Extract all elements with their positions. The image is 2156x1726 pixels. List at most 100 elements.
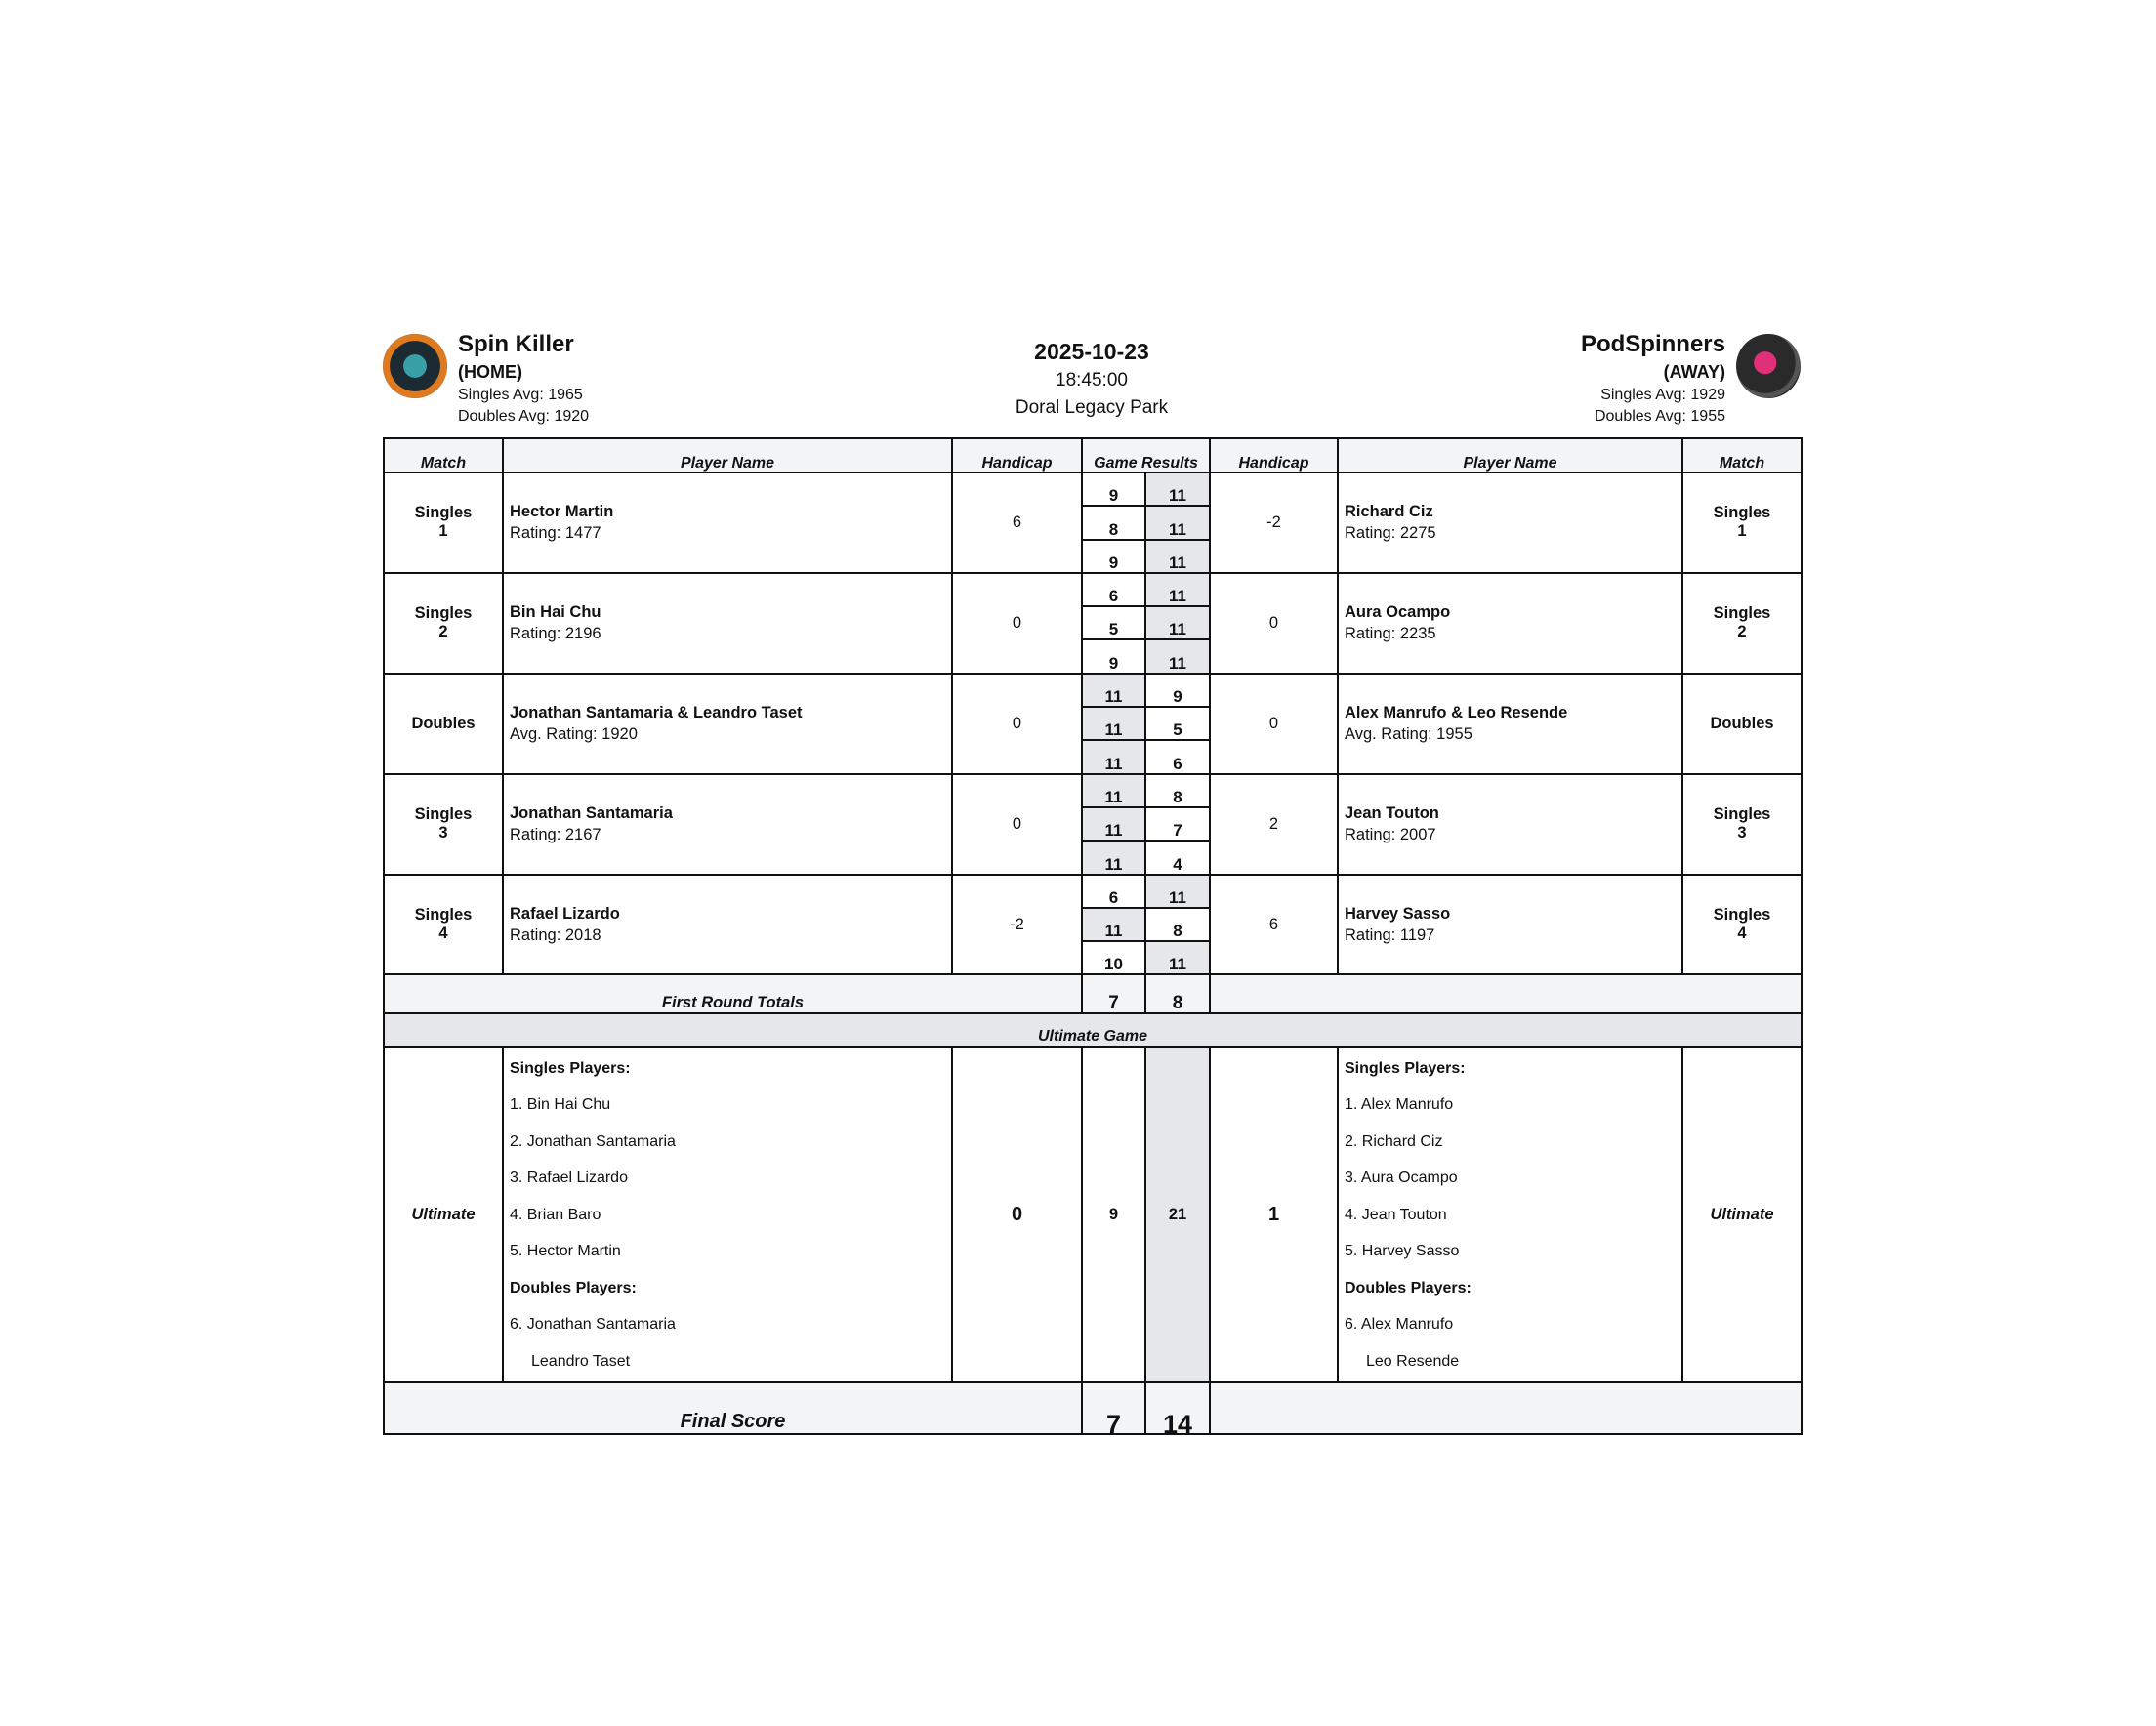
home-player: Hector Martin Rating: 1477 — [502, 472, 953, 574]
home-player-rating: Rating: 2196 — [510, 625, 601, 643]
away-player-name: Richard Ciz — [1345, 503, 1433, 521]
ultimate-title: Ultimate Game — [383, 1012, 1803, 1048]
away-ultimate-players: Singles Players: 1. Alex Manrufo 2. Richar… — [1337, 1046, 1683, 1384]
away-ultimate-score: 21 — [1144, 1046, 1211, 1384]
home-game-score: 11 — [1081, 706, 1146, 742]
home-player-rating: Rating: 2167 — [510, 826, 601, 844]
home-match-label: Singles 2 — [383, 571, 504, 675]
home-ultimate-singles-player: 4. Brian Baro — [510, 1206, 601, 1223]
away-ultimate-singles-player: 5. Harvey Sasso — [1345, 1243, 1460, 1260]
away-ultimate-label: Ultimate — [1681, 1046, 1803, 1384]
away-game-score: 11 — [1144, 538, 1211, 574]
home-ultimate-singles-player: 5. Hector Martin — [510, 1243, 621, 1260]
away-game-score: 4 — [1144, 840, 1211, 876]
home-doubles-avg: Doubles Avg: 1920 — [458, 408, 590, 425]
home-ultimate-score: 9 — [1081, 1046, 1146, 1384]
home-player-rating: Rating: 2018 — [510, 926, 601, 944]
match-row: 9 11 — [384, 538, 1802, 574]
home-game-score: 11 — [1081, 840, 1146, 876]
away-game-score: 9 — [1144, 672, 1211, 709]
away-ultimate-handicap: 1 — [1209, 1046, 1339, 1384]
table-header-row: Match Player Name Handicap Game Results … — [383, 437, 1803, 473]
away-game-score: 7 — [1144, 805, 1211, 842]
home-singles-avg: Singles Avg: 1965 — [458, 387, 583, 403]
home-player-name: Jonathan Santamaria & Leandro Taset — [510, 704, 803, 722]
away-handicap: 2 — [1209, 772, 1339, 876]
final-score-label: Final Score — [383, 1381, 1083, 1436]
away-player-rating: Rating: 1197 — [1345, 926, 1435, 944]
away-player-rating: Avg. Rating: 1955 — [1345, 725, 1472, 744]
ultimate-row: Ultimate Singles Players: 1. Bin Hai Chu 2… — [383, 1046, 1803, 1384]
home-ultimate-doubles-player: 6. Jonathan Santamaria — [510, 1316, 676, 1334]
away-match-label: Doubles — [1681, 672, 1803, 775]
away-team-name: PodSpinners — [1580, 331, 1725, 357]
home-player: Jonathan Santamaria Rating: 2167 — [502, 772, 953, 876]
home-game-score: 6 — [1081, 873, 1146, 909]
away-doubles-avg: Doubles Avg: 1955 — [1594, 408, 1725, 425]
match-row: 11 7 — [384, 805, 1802, 842]
away-game-score: 8 — [1144, 906, 1211, 943]
match-row: 11 5 — [384, 706, 1802, 742]
home-game-score: 5 — [1081, 605, 1146, 641]
away-tag: (AWAY) — [1663, 362, 1725, 382]
home-ultimate-label: Ultimate — [383, 1046, 504, 1384]
away-ultimate-singles-player: 1. Alex Manrufo — [1345, 1096, 1454, 1114]
home-game-score: 6 — [1081, 571, 1146, 608]
ultimate-header-row: Ultimate Game — [383, 1012, 1803, 1048]
away-handicap: 0 — [1209, 571, 1339, 675]
away-player-name: Jean Touton — [1345, 804, 1439, 823]
home-player-name: Bin Hai Chu — [510, 603, 601, 622]
away-match-label: Singles 3 — [1681, 772, 1803, 876]
away-handicap: -2 — [1209, 472, 1339, 574]
home-player: Bin Hai Chu Rating: 2196 — [502, 571, 953, 675]
away-ultimate-singles-player: 4. Jean Touton — [1345, 1206, 1447, 1223]
home-handicap: 6 — [951, 472, 1083, 574]
home-ultimate-doubles-player: Leandro Taset — [531, 1352, 631, 1370]
home-game-score: 9 — [1081, 638, 1146, 675]
home-handicap: 0 — [951, 571, 1083, 675]
col-handicap: Handicap — [951, 437, 1083, 473]
match-row: 5 11 — [384, 605, 1802, 641]
col-match: Match — [383, 437, 504, 473]
away-match-label: Singles 1 — [1681, 472, 1803, 574]
away-singles-avg: Singles Avg: 1929 — [1600, 387, 1725, 403]
home-player-name: Jonathan Santamaria — [510, 804, 673, 823]
home-player-rating: Avg. Rating: 1920 — [510, 725, 638, 744]
home-player-name: Hector Martin — [510, 503, 614, 521]
match-row: 11 4 — [384, 840, 1802, 876]
home-match-label: Singles 4 — [383, 873, 504, 976]
home-team-name: Spin Killer — [458, 331, 574, 357]
away-player-name: Aura Ocampo — [1345, 603, 1451, 622]
home-handicap: -2 — [951, 873, 1083, 976]
final-score-row: Final Score 7 14 — [383, 1381, 1803, 1438]
home-ultimate-singles-player: 2. Jonathan Santamaria — [510, 1132, 676, 1150]
home-game-score: 10 — [1081, 940, 1146, 976]
home-game-score: 11 — [1081, 739, 1146, 775]
home-ultimate-singles-player: 1. Bin Hai Chu — [510, 1096, 611, 1114]
home-doubles-label: Doubles Players: — [510, 1279, 637, 1296]
away-ultimate-doubles-player: Leo Resende — [1366, 1352, 1460, 1370]
away-player: Harvey Sasso Rating: 1197 — [1337, 873, 1683, 976]
match-header: Spin Killer (HOME) Singles Avg: 1965 Dou… — [383, 330, 1801, 428]
scoresheet-table: Match Player Name Handicap Game Results … — [383, 437, 1803, 1438]
col-player: Player Name — [1337, 437, 1683, 473]
match-row: 9 11 — [384, 638, 1802, 675]
home-player: Jonathan Santamaria & Leandro Taset Avg. … — [502, 672, 953, 775]
away-player: Richard Ciz Rating: 2275 — [1337, 472, 1683, 574]
match-time: 18:45:00 — [1056, 370, 1128, 390]
away-game-score: 11 — [1144, 471, 1211, 508]
match-row: Doubles Jonathan Santamaria & Leandro Tas… — [383, 672, 1803, 775]
first-round-totals-row: First Round Totals 7 8 — [383, 973, 1803, 1015]
home-game-score: 8 — [1081, 505, 1146, 541]
home-player-rating: Rating: 1477 — [510, 524, 601, 543]
away-player-name: Harvey Sasso — [1345, 905, 1451, 923]
home-match-label: Singles 1 — [383, 472, 504, 574]
home-handicap: 0 — [951, 772, 1083, 876]
col-handicap: Handicap — [1209, 437, 1339, 473]
match-info: 2025-10-23 18:45:00 Doral Legacy Park — [383, 336, 1801, 422]
col-player: Player Name — [502, 437, 953, 473]
match-row: Singles 1 Hector Martin Rating: 1477 6 9 11 -2 R… — [383, 471, 1803, 574]
match-row: Singles 4 Rafael Lizardo Rating: 2018 -2 6 11 6… — [383, 873, 1803, 976]
away-player: Alex Manrufo & Leo Resende Avg. Rating: 1… — [1337, 672, 1683, 775]
match-row: Singles 3 Jonathan Santamaria Rating: 2167 0… — [383, 772, 1803, 876]
